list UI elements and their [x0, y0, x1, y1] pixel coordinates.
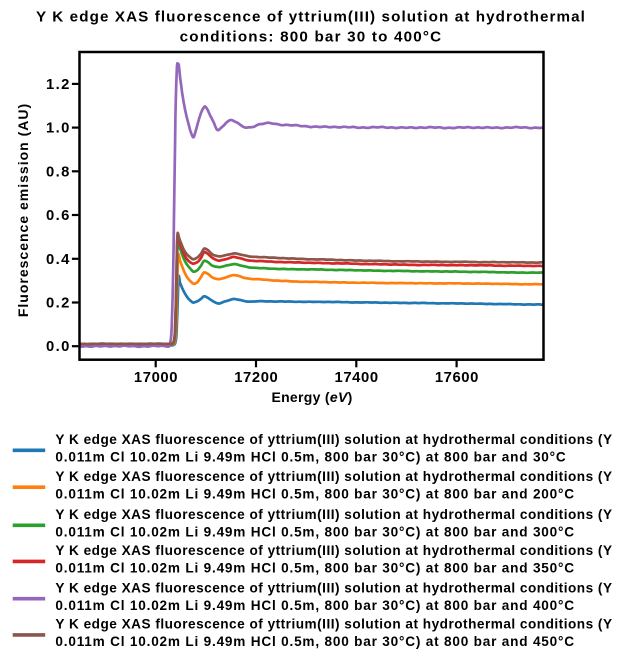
svg-text:Energy (eV): Energy (eV)	[271, 389, 352, 405]
svg-text:Y K edge XAS fluorescence of y: Y K edge XAS fluorescence of yttrium(III…	[55, 507, 612, 522]
svg-text:Y K edge XAS fluorescence of y: Y K edge XAS fluorescence of yttrium(III…	[55, 432, 612, 447]
svg-text:1.2: 1.2	[46, 77, 71, 93]
svg-text:Fluorescence emission (AU): Fluorescence emission (AU)	[15, 103, 31, 317]
svg-text:0.011m Cl 10.02m Li 9.49m HCl: 0.011m Cl 10.02m Li 9.49m HCl 0.5m, 800 …	[55, 450, 566, 465]
svg-text:0.011m Cl 10.02m Li 9.49m HCl: 0.011m Cl 10.02m Li 9.49m HCl 0.5m, 800 …	[55, 561, 574, 576]
svg-text:17400: 17400	[335, 370, 379, 386]
svg-text:0.011m Cl 10.02m Li 9.49m HCl: 0.011m Cl 10.02m Li 9.49m HCl 0.5m, 800 …	[55, 525, 574, 540]
svg-text:17600: 17600	[435, 370, 479, 386]
svg-text:0.2: 0.2	[46, 296, 71, 312]
svg-text:0.011m Cl 10.02m Li 9.49m HCl: 0.011m Cl 10.02m Li 9.49m HCl 0.5m, 800 …	[55, 486, 574, 501]
svg-text:0.011m Cl 10.02m Li 9.49m HCl: 0.011m Cl 10.02m Li 9.49m HCl 0.5m, 800 …	[55, 634, 574, 649]
svg-text:Y K edge XAS fluorescence of y: Y K edge XAS fluorescence of yttrium(III…	[55, 543, 612, 558]
svg-text:conditions: 800 bar 30 to 400°: conditions: 800 bar 30 to 400°C	[180, 29, 443, 46]
svg-text:0.6: 0.6	[46, 208, 71, 224]
svg-text:Y K edge XAS fluorescence of y: Y K edge XAS fluorescence of yttrium(III…	[55, 580, 612, 595]
svg-text:0.0: 0.0	[46, 339, 71, 355]
svg-text:0.011m Cl 10.02m Li 9.49m HCl: 0.011m Cl 10.02m Li 9.49m HCl 0.5m, 800 …	[55, 598, 574, 613]
svg-text:Y K edge XAS fluorescence of y: Y K edge XAS fluorescence of yttrium(III…	[55, 469, 612, 484]
svg-text:Y K edge XAS fluorescence of y: Y K edge XAS fluorescence of yttrium(III…	[55, 617, 612, 632]
svg-text:Y K edge XAS fluorescence of y: Y K edge XAS fluorescence of yttrium(III…	[36, 9, 586, 26]
svg-text:17200: 17200	[234, 370, 278, 386]
svg-text:0.8: 0.8	[46, 164, 71, 180]
svg-text:0.4: 0.4	[46, 252, 71, 268]
svg-text:17000: 17000	[134, 370, 178, 386]
svg-text:1.0: 1.0	[46, 121, 71, 137]
